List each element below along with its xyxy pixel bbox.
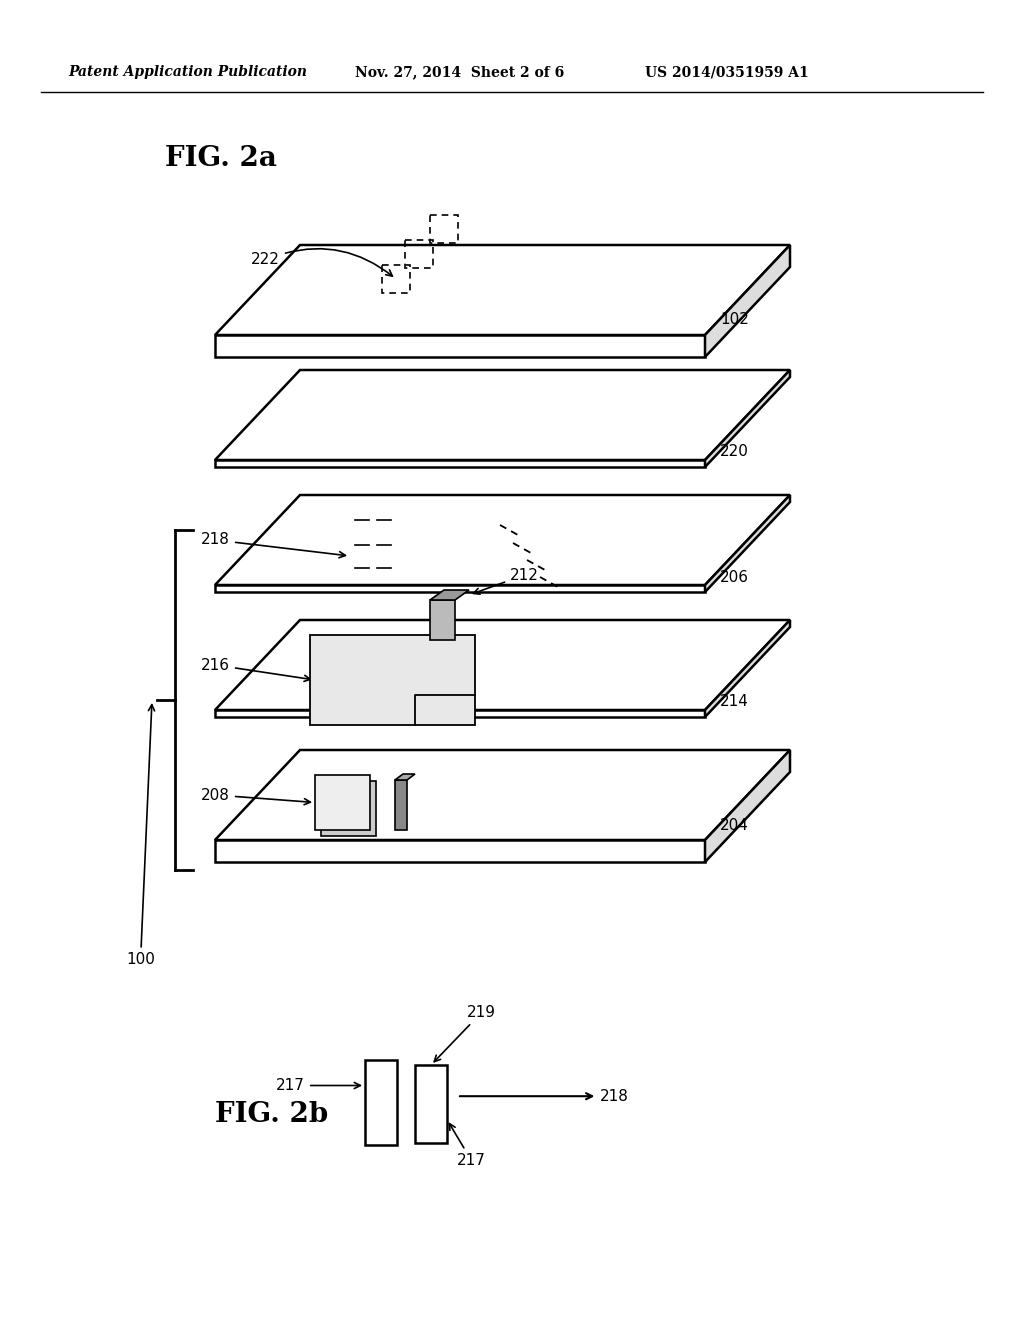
- Text: 220: 220: [720, 445, 749, 459]
- Polygon shape: [705, 750, 790, 862]
- Text: 100: 100: [126, 705, 155, 968]
- Bar: [430, 601, 455, 640]
- Text: US 2014/0351959 A1: US 2014/0351959 A1: [645, 65, 809, 79]
- Text: 102: 102: [720, 313, 749, 327]
- Text: 217: 217: [276, 1078, 360, 1093]
- Polygon shape: [430, 590, 469, 601]
- Text: 219: 219: [434, 1005, 496, 1061]
- Polygon shape: [215, 370, 790, 459]
- Polygon shape: [215, 459, 705, 467]
- Text: 212: 212: [473, 568, 539, 594]
- Polygon shape: [215, 585, 705, 591]
- Polygon shape: [215, 246, 790, 335]
- Bar: [382, 265, 410, 293]
- Bar: [415, 1065, 447, 1143]
- Bar: [430, 215, 458, 243]
- Text: 222: 222: [251, 248, 392, 276]
- Text: 208: 208: [201, 788, 310, 805]
- Polygon shape: [215, 710, 705, 717]
- Polygon shape: [705, 495, 790, 591]
- Text: 216: 216: [201, 657, 310, 681]
- Polygon shape: [705, 620, 790, 717]
- Bar: [395, 780, 407, 830]
- Text: 217: 217: [450, 1123, 485, 1168]
- Text: 218: 218: [201, 532, 345, 558]
- Text: 204: 204: [720, 817, 749, 833]
- Text: FIG. 2a: FIG. 2a: [165, 145, 276, 172]
- Text: 206: 206: [720, 569, 749, 585]
- Text: Nov. 27, 2014  Sheet 2 of 6: Nov. 27, 2014 Sheet 2 of 6: [355, 65, 564, 79]
- Polygon shape: [705, 370, 790, 467]
- Polygon shape: [705, 246, 790, 356]
- Polygon shape: [215, 495, 790, 585]
- Bar: [406, 240, 433, 268]
- Polygon shape: [215, 335, 705, 356]
- Bar: [321, 781, 376, 836]
- Polygon shape: [215, 620, 790, 710]
- Polygon shape: [215, 840, 705, 862]
- Polygon shape: [395, 774, 415, 780]
- Bar: [315, 775, 370, 830]
- Bar: [365, 1060, 397, 1144]
- Text: 218: 218: [460, 1089, 629, 1104]
- Polygon shape: [215, 750, 790, 840]
- Text: Patent Application Publication: Patent Application Publication: [68, 65, 307, 79]
- Bar: [310, 635, 475, 725]
- Text: FIG. 2b: FIG. 2b: [215, 1101, 329, 1129]
- Text: 214: 214: [720, 694, 749, 710]
